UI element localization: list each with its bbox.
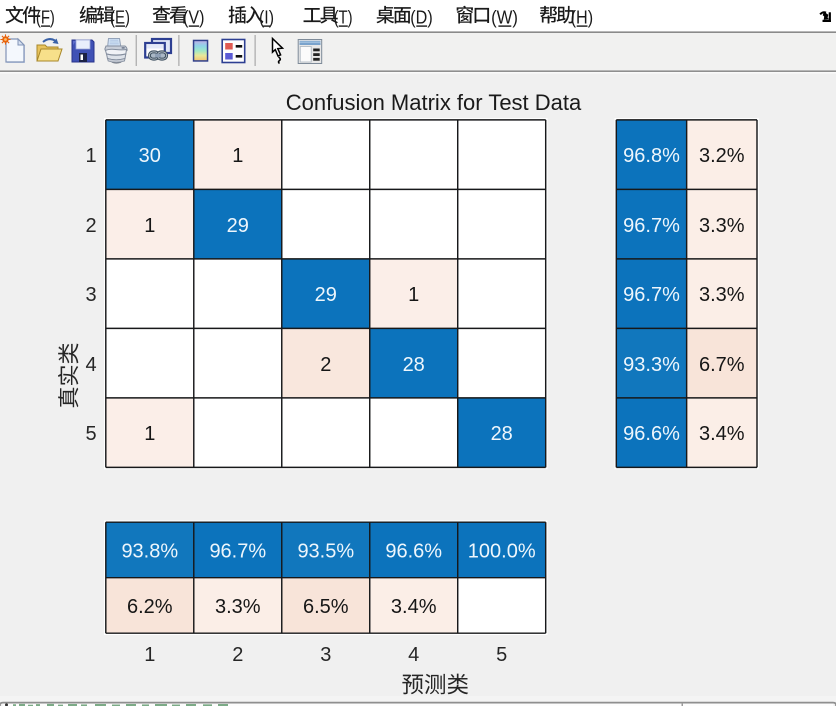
svg-text:28: 28 <box>403 354 425 376</box>
svg-text:(F): (F) <box>36 7 55 27</box>
svg-text:(V): (V) <box>183 7 205 27</box>
svg-text:5: 5 <box>85 423 96 445</box>
svg-text:(D): (D) <box>410 7 432 27</box>
svg-text:28: 28 <box>491 423 513 445</box>
svg-text:3: 3 <box>320 644 331 666</box>
svg-text:3.3%: 3.3% <box>699 215 745 237</box>
svg-text:(E): (E) <box>110 7 130 27</box>
svg-text:6.7%: 6.7% <box>699 354 745 376</box>
svg-text:30: 30 <box>139 145 161 167</box>
svg-text:2: 2 <box>232 644 243 666</box>
svg-text:6.5%: 6.5% <box>303 596 349 618</box>
svg-text:1: 1 <box>85 145 96 167</box>
svg-text:1: 1 <box>144 423 155 445</box>
svg-text:(I): (I) <box>259 7 274 27</box>
svg-text:4: 4 <box>85 354 96 376</box>
svg-text:29: 29 <box>227 215 249 237</box>
svg-text:96.7%: 96.7% <box>623 284 680 306</box>
svg-text:96.7%: 96.7% <box>623 215 680 237</box>
svg-text:96.6%: 96.6% <box>385 541 442 563</box>
svg-text:96.6%: 96.6% <box>623 423 680 445</box>
svg-text:93.3%: 93.3% <box>623 354 680 376</box>
svg-text:29: 29 <box>315 284 337 306</box>
svg-text:1: 1 <box>408 284 419 306</box>
svg-text:96.8%: 96.8% <box>623 145 680 167</box>
svg-text:3.4%: 3.4% <box>391 596 437 618</box>
svg-text:96.7%: 96.7% <box>209 541 266 563</box>
svg-text:93.8%: 93.8% <box>121 541 178 563</box>
svg-text:(T): (T) <box>334 7 353 27</box>
svg-text:6.2%: 6.2% <box>127 596 173 618</box>
svg-text:100.0%: 100.0% <box>468 541 536 563</box>
svg-text:3.3%: 3.3% <box>699 284 745 306</box>
svg-text:93.5%: 93.5% <box>297 541 354 563</box>
svg-text:5: 5 <box>496 644 507 666</box>
svg-text:4: 4 <box>408 644 419 666</box>
svg-text:(W): (W) <box>491 7 518 27</box>
svg-text:(H): (H) <box>571 7 594 27</box>
svg-text:3.2%: 3.2% <box>699 145 745 167</box>
svg-text:2: 2 <box>85 215 96 237</box>
svg-text:Confusion Matrix for Test Data: Confusion Matrix for Test Data <box>286 90 582 115</box>
svg-text:1: 1 <box>144 644 155 666</box>
svg-text:1: 1 <box>144 215 155 237</box>
svg-text:2: 2 <box>320 354 331 376</box>
svg-text:1: 1 <box>232 145 243 167</box>
svg-text:3.3%: 3.3% <box>215 596 261 618</box>
svg-text:3: 3 <box>85 284 96 306</box>
svg-text:3.4%: 3.4% <box>699 423 745 445</box>
